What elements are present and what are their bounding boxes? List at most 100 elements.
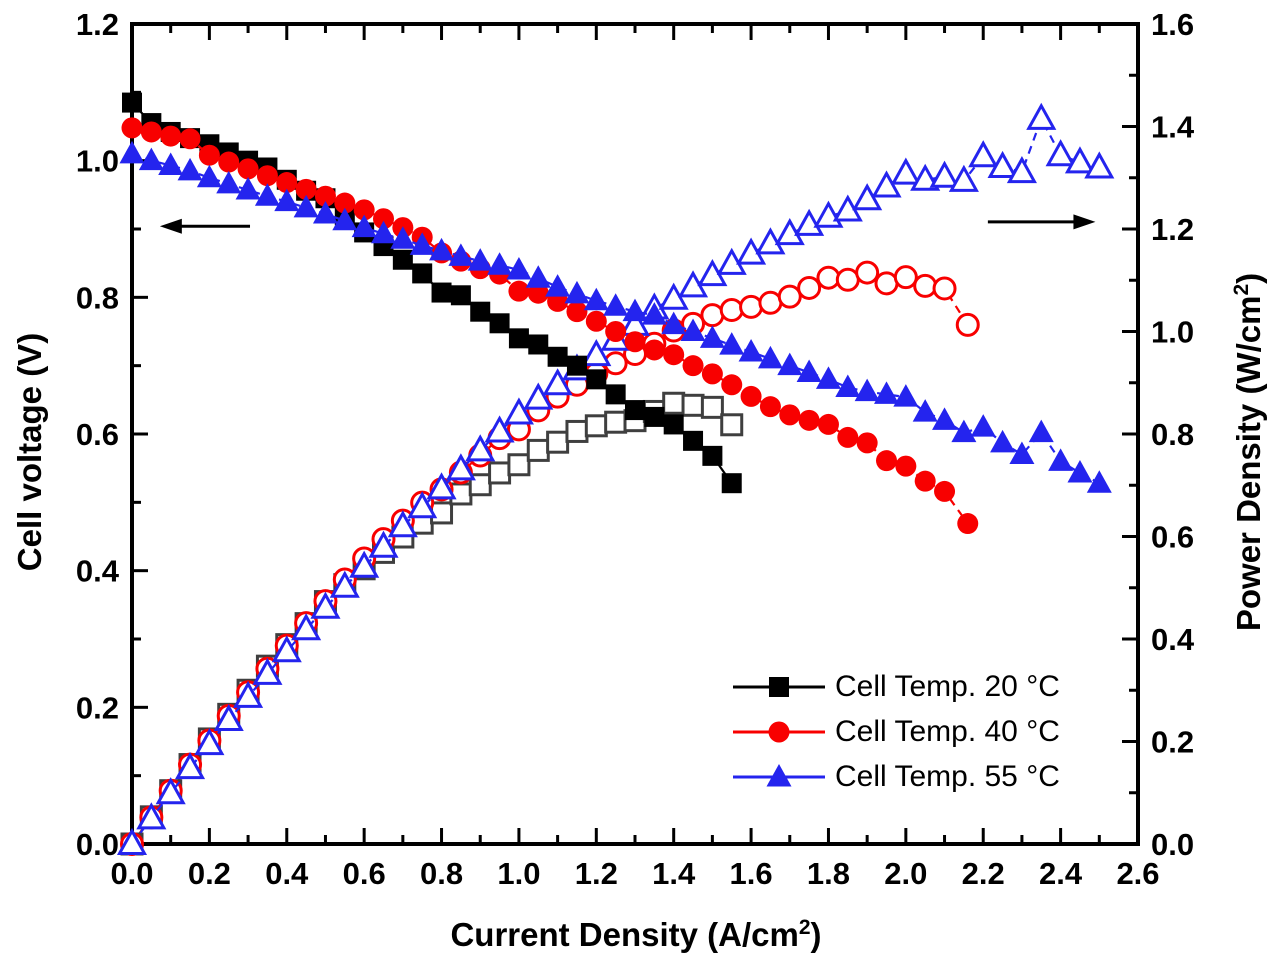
filled-circle-marker [373,208,394,230]
x-tick-label: 2.6 [1116,856,1159,891]
power-series-20C [120,391,744,856]
filled-triangle-marker [525,265,551,288]
filled-square-marker [122,92,142,113]
filled-circle-marker [934,480,956,502]
filled-triangle-marker [467,248,493,271]
open-square-marker [662,391,686,415]
open-square-marker [546,430,570,454]
filled-square-marker [605,384,626,405]
right-axis-arrow [987,214,1096,230]
open-triangle-marker [213,703,244,731]
filled-circle-marker [198,144,220,166]
open-square-marker [584,414,608,438]
filled-square-marker [625,400,645,421]
open-square-marker [681,393,705,417]
filled-square-marker [586,369,607,390]
filled-circle-marker [663,344,685,366]
open-triangle-marker [929,160,960,188]
x-tick-label: 2.0 [884,856,927,891]
open-circle-marker [797,275,822,300]
x-axis-title-text: Current Density (A/cm [450,916,799,953]
x-tick-label: 0.0 [110,856,153,891]
open-circle-marker [739,294,764,319]
open-square-marker [449,482,473,506]
filled-triangle-marker [766,763,792,786]
filled-circle-marker [721,374,743,396]
open-triangle-marker [503,397,534,425]
legend-label-55c: Cell Temp. 55 °C [835,759,1060,793]
filled-square-marker [769,676,789,697]
open-triangle-marker [852,183,883,211]
filled-triangle-marker [603,293,629,316]
filled-triangle-marker [990,429,1016,453]
filled-circle-marker [256,165,278,187]
filled-triangle-marker [119,140,145,164]
open-square-marker [488,461,512,485]
filled-circle-marker [798,409,820,431]
filled-triangle-marker [583,287,609,311]
x-tick-label: 0.8 [420,856,463,891]
left-axis-title-text: Cell voltage (V) [11,332,48,572]
left-tick-label: 1.0 [76,144,119,179]
x-tick-label: 0.4 [265,856,309,891]
series-line [131,126,969,525]
x-axis-title: Current Density (A/cm2) [450,916,821,954]
open-square-marker [526,438,550,462]
filled-square-marker [392,249,413,270]
filled-circle-marker [768,721,790,742]
filled-triangle-marker [138,147,164,171]
open-triangle-marker [116,827,148,855]
open-triangle-marker [329,570,360,598]
filled-square-marker [663,414,684,435]
open-square-marker [720,413,744,437]
filled-triangle-marker [274,188,300,212]
open-circle-marker [913,273,938,298]
filled-square-marker [683,430,704,451]
filled-square-marker [528,334,549,355]
open-triangle-marker [542,368,573,396]
legend-sample-circle-icon [731,715,827,749]
filled-triangle-marker [719,332,745,355]
open-square-marker [604,410,628,434]
filled-triangle-marker [680,318,706,341]
open-triangle-marker [194,727,225,756]
open-triangle-marker [987,150,1018,178]
filled-square-marker [721,473,742,494]
filled-circle-marker [895,455,917,477]
filled-circle-marker [314,185,336,207]
open-circle-marker [874,271,899,296]
legend-sample-triangle-icon [731,760,827,794]
filled-circle-marker [566,301,588,323]
filled-square-marker [431,282,452,303]
x-tick-label: 1.8 [807,856,850,891]
filled-triangle-marker [254,183,280,206]
open-triangle-marker [871,170,902,198]
filled-triangle-marker [448,243,474,266]
filled-triangle-marker [564,280,590,304]
open-triangle-marker [174,752,206,780]
filled-circle-marker [585,310,607,332]
open-triangle-marker [774,218,805,246]
filled-circle-marker [121,117,143,139]
open-circle-marker [777,284,802,309]
filled-triangle-marker [158,152,184,175]
filled-square-marker [508,328,529,349]
filled-triangle-marker [371,220,396,244]
filled-square-marker [566,355,587,376]
filled-circle-marker [276,172,298,194]
open-triangle-marker [523,382,554,410]
open-triangle-marker [310,591,341,619]
filled-triangle-marker [815,366,841,389]
open-square-marker [700,395,724,419]
right-tick-label: 0.8 [1151,417,1194,452]
right-arrowhead-icon [1073,214,1096,230]
legend-sample-square-icon [731,670,827,704]
x-tick-label: 1.0 [497,856,540,891]
x-tick-label: 1.4 [652,856,696,891]
filled-triangle-marker [738,339,764,362]
left-tick-label: 0.8 [76,280,119,315]
filled-circle-marker [508,280,530,302]
open-triangle-marker [1084,151,1115,179]
legend-label-40c: Cell Temp. 40 °C [835,714,1060,748]
